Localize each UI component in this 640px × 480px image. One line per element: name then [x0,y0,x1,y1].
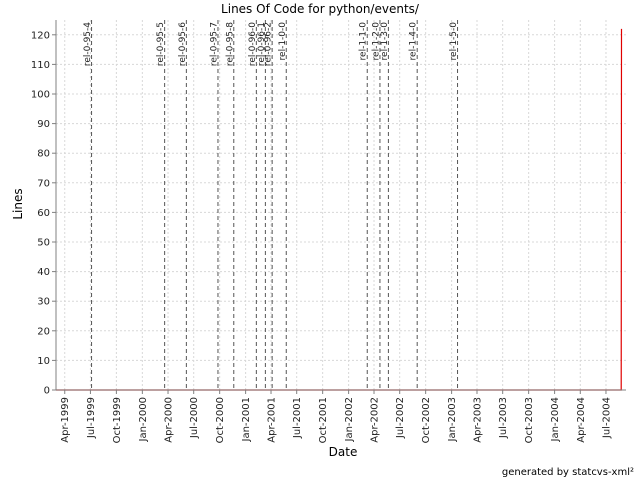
x-tick-label: Jul-2002 [395,397,406,439]
chart-title: Lines Of Code for python/events/ [221,2,420,16]
release-tag-label: rel-1-1-0 [359,22,369,61]
x-tick-label: Jan-2004 [550,397,561,442]
y-tick-label: 120 [31,30,50,41]
x-tick-label: Oct-2003 [524,397,535,443]
axes: 0 10 20 30 40 50 60 70 80 90 100 110 120 Apr-1999 Jul-… [31,20,626,443]
release-tag-label: rel-0-96-1 [257,22,267,66]
release-tag-label: rel-0-95-8 [225,22,235,66]
x-tick-label: Apr-1999 [60,397,71,443]
y-axis-label: Lines [11,188,25,219]
x-tick-label: Jul-2004 [601,397,612,439]
x-tick-label: Apr-2002 [370,397,381,443]
x-tick-label: Jan-2001 [241,397,252,442]
x-tick-label: Apr-2001 [267,397,278,443]
release-tag-label: rel-0-95-5 [156,22,166,66]
generator-credit: generated by statcvs-xml² [502,467,634,478]
x-tick-label: Apr-2000 [164,397,175,443]
x-tick-label: Oct-2000 [215,397,226,443]
x-tick-label: Jul-1999 [86,397,97,439]
x-tick-label: Oct-2001 [318,397,329,443]
x-axis-label: Date [329,445,358,459]
x-tick-label: Apr-2003 [473,397,484,443]
x-tick-label: Jul-2003 [498,397,509,439]
y-tick-label: 40 [37,267,50,278]
release-tags: rel-0-95-4 rel-0-95-5 rel-0-95-6 rel-0-95-7… [83,20,459,390]
x-tick-label: Apr-2004 [576,397,587,443]
y-tick-label: 110 [31,60,50,71]
release-tag-label: rel-1-0-0 [278,22,288,61]
release-tag-label: rel-1-3-0 [380,22,390,61]
release-tag-label: rel-0-95-7 [209,22,219,66]
y-tick-label: 80 [37,149,50,160]
x-tick-label: Jul-2001 [292,397,303,439]
y-tick-label: 20 [37,326,50,337]
y-tick-label: 90 [37,119,50,130]
release-tag-label: rel-0-95-6 [178,22,188,66]
x-tick-label: Jul-2000 [189,397,200,439]
x-tick-label: Jan-2002 [344,397,355,442]
y-tick-label: 10 [37,356,50,367]
release-tag-label: rel-1-5-0 [449,22,459,61]
grid [56,20,626,391]
release-tag-label: rel-1-4-0 [409,22,419,61]
x-tick-label: Jan-2003 [447,397,458,442]
y-tick-label: 70 [37,178,50,189]
release-tag-label: rel-0-95-4 [83,22,93,66]
x-tick-label: Jan-2000 [138,397,149,442]
release-tag-label: rel-0-96-2 [264,22,274,66]
y-tick-label: 60 [37,208,50,219]
release-tag-label: rel-0-96-0 [248,22,258,66]
y-tick-label: 50 [37,238,50,249]
y-tick-label: 100 [31,90,50,101]
x-tick-label: Oct-1999 [112,397,123,443]
y-tick-label: 0 [44,386,50,397]
y-tick-label: 30 [37,297,50,308]
x-tick-label: Oct-2002 [421,397,432,443]
release-tag-label: rel-1-2-0 [371,22,381,61]
